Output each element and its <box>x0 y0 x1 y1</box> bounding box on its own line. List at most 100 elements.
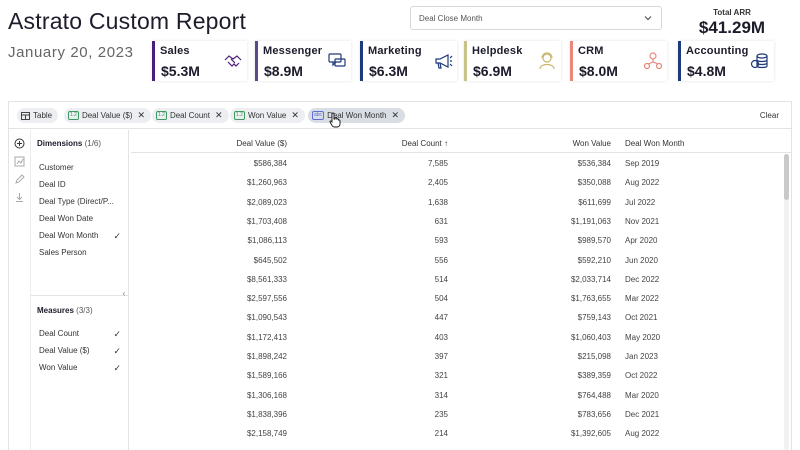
table-cell: Dec 2022 <box>625 274 660 284</box>
download-icon[interactable] <box>14 192 25 203</box>
dimension-sales-person[interactable]: Sales Person <box>39 248 125 257</box>
field-label: Deal Won Month <box>39 231 99 240</box>
table-cell: Mar 2022 <box>625 294 659 304</box>
table-cell: Sep 2019 <box>625 159 660 168</box>
dimension-customer[interactable]: Customer <box>39 163 125 172</box>
table-cell: $2,158,749 <box>246 429 287 439</box>
table-row[interactable]: $1,898,242 397 $215,098 Jan 2023 <box>131 347 781 366</box>
table-view-chip[interactable]: Table <box>17 108 59 123</box>
table-cell: 199 <box>291 449 448 450</box>
checkmark-icon: ✓ <box>113 346 121 355</box>
table-cell: $1,763,655 <box>570 294 611 304</box>
table-row[interactable]: $2,597,556 504 $1,763,655 Mar 2022 <box>131 289 781 308</box>
kpi-card-marketing[interactable]: Marketing $6.3M <box>360 41 457 81</box>
chevron-down-icon <box>644 16 652 21</box>
megaphone-icon <box>435 54 453 69</box>
table-cell: $1,090,543 <box>246 313 287 323</box>
scrollbar-thumb[interactable] <box>784 154 789 200</box>
section-divider <box>31 295 128 296</box>
table-cell: Sep 2022 <box>625 449 765 450</box>
table-cell: $1,086,113 <box>247 236 287 246</box>
table-row[interactable]: $1,260,963 2,405 $350,088 Aug 2022 <box>131 173 781 192</box>
support-agent-icon <box>539 52 555 70</box>
collapse-panel-icon[interactable]: ‹ <box>122 289 126 298</box>
add-icon[interactable] <box>14 138 25 149</box>
table-cell: 321 <box>434 371 448 381</box>
table-row[interactable]: $1,086,113 593 $989,570 Apr 2020 <box>131 231 781 250</box>
table-cell: 214 <box>434 429 448 439</box>
data-table: Deal Value ($) Deal Count ↑ Won Value De… <box>131 130 791 450</box>
chip-deal-count[interactable]: 1.2 Deal Count ✕ <box>152 108 229 123</box>
chip-label: Deal Value ($) <box>81 111 133 120</box>
table-cell: $1,191,063 <box>570 216 611 226</box>
dimension-deal-won-date[interactable]: Deal Won Date <box>39 214 125 223</box>
remove-chip-icon[interactable]: ✕ <box>291 110 299 120</box>
table-row[interactable]: $645,502 556 $592,210 Jun 2020 <box>131 251 781 270</box>
kpi-card-helpdesk[interactable]: Helpdesk $6.9M <box>464 41 561 81</box>
table-cell: 314 <box>434 390 448 400</box>
kpi-value: $5.3M <box>161 63 200 79</box>
table-row[interactable]: $1,172,413 403 $1,060,403 May 2020 <box>131 328 781 347</box>
kpi-value: $8.9M <box>264 63 303 79</box>
pencil-icon[interactable] <box>14 174 25 185</box>
kpi-card-accounting[interactable]: Accounting $4.8M <box>678 41 774 81</box>
side-toolbar <box>9 130 31 450</box>
chip-won-value[interactable]: 1.2 Won Value ✕ <box>230 108 305 123</box>
table-cell: $1,898,242 <box>246 352 287 361</box>
table-panel: Table 1.2 Deal Value ($) ✕ 1.2 Deal Coun… <box>8 101 792 450</box>
column-header-deal-count[interactable]: Deal Count ↑ <box>401 139 448 148</box>
scrollbar-track[interactable] <box>784 154 789 450</box>
column-header-deal-won-month[interactable]: Deal Won Month <box>625 139 685 148</box>
chip-label: Won Value <box>247 111 287 120</box>
table-cell: $536,384 <box>577 159 611 168</box>
measure-deal-value[interactable]: Deal Value ($) ✓ <box>39 346 125 355</box>
chip-type-tag: 1.2 <box>156 111 167 120</box>
table-row[interactable]: $1,589,166 321 $389,359 Oct 2022 <box>131 366 781 385</box>
chart-icon[interactable] <box>14 156 25 167</box>
table-cell: $1,306,168 <box>246 390 287 400</box>
measures-header: Measures (3/3) <box>37 306 93 315</box>
column-header-deal-value[interactable]: Deal Value ($) <box>236 139 287 148</box>
table-cell: 7,585 <box>427 159 448 168</box>
table-cell: $645,502 <box>253 255 287 265</box>
measure-deal-count[interactable]: Deal Count ✓ <box>39 329 125 338</box>
remove-chip-icon[interactable]: ✕ <box>391 110 400 120</box>
table-row[interactable]: $2,089,023 1,638 $611,699 Jul 2022 <box>131 193 781 212</box>
field-label: Deal Type (Direct/P... <box>39 197 114 206</box>
remove-chip-icon[interactable]: ✕ <box>137 110 146 120</box>
table-cell: May 2020 <box>625 332 661 342</box>
total-arr-value: $41.29M <box>698 18 766 37</box>
table-row[interactable]: $3,782,285 199$1,508,112 Sep 2022 <box>131 444 781 450</box>
page-title: Astrato Custom Report <box>8 8 247 34</box>
dimension-deal-won-month[interactable]: Deal Won Month ✓ <box>39 231 125 240</box>
table-cell: $215,098 <box>577 352 611 361</box>
table-view-label: Table <box>33 111 53 120</box>
table-cell: $1,508,112 <box>451 449 611 450</box>
table-row[interactable]: $8,561,333 514 $2,033,714 Dec 2022 <box>131 270 781 289</box>
chip-deal-value[interactable]: 1.2 Deal Value ($) ✕ <box>64 108 152 123</box>
table-row[interactable]: $1,703,408 631 $1,191,063 Nov 2021 <box>131 212 781 231</box>
table-cell: $2,089,023 <box>246 197 287 207</box>
table-row[interactable]: $586,384 7,585 $536,384 Sep 2019 <box>131 154 781 173</box>
chip-type-tag: abc <box>312 111 325 120</box>
table-row[interactable]: $1,838,396 235 $783,656 Dec 2021 <box>131 405 781 424</box>
table-row[interactable]: $2,158,749 214 $1,392,605 Aug 2022 <box>131 424 781 443</box>
deal-close-month-dropdown[interactable]: Deal Close Month <box>410 6 662 30</box>
table-cell: Aug 2022 <box>625 429 660 439</box>
chip-label: Deal Won Month <box>327 111 387 120</box>
table-row[interactable]: $1,306,168 314 $764,488 Mar 2020 <box>131 386 781 405</box>
remove-chip-icon[interactable]: ✕ <box>214 110 223 120</box>
table-row[interactable]: $1,090,543 447 $759,143 Oct 2021 <box>131 308 781 327</box>
kpi-card-sales[interactable]: Sales $5.3M <box>152 41 247 81</box>
table-cell: 447 <box>434 313 448 323</box>
chip-deal-won-month[interactable]: abc Deal Won Month ✕ <box>308 108 406 123</box>
measure-won-value[interactable]: Won Value ✓ <box>39 363 125 372</box>
clear-button[interactable]: Clear <box>759 111 779 120</box>
chip-bar: Table 1.2 Deal Value ($) ✕ 1.2 Deal Coun… <box>9 102 791 129</box>
column-header-won-value[interactable]: Won Value <box>572 139 611 148</box>
dimension-deal-type[interactable]: Deal Type (Direct/P... <box>39 197 125 206</box>
kpi-card-messenger[interactable]: Messenger $8.9M <box>255 41 351 81</box>
kpi-card-crm[interactable]: CRM $8.0M <box>570 41 667 81</box>
table-cell: $2,033,714 <box>570 274 611 284</box>
dimension-deal-id[interactable]: Deal ID <box>39 180 125 189</box>
